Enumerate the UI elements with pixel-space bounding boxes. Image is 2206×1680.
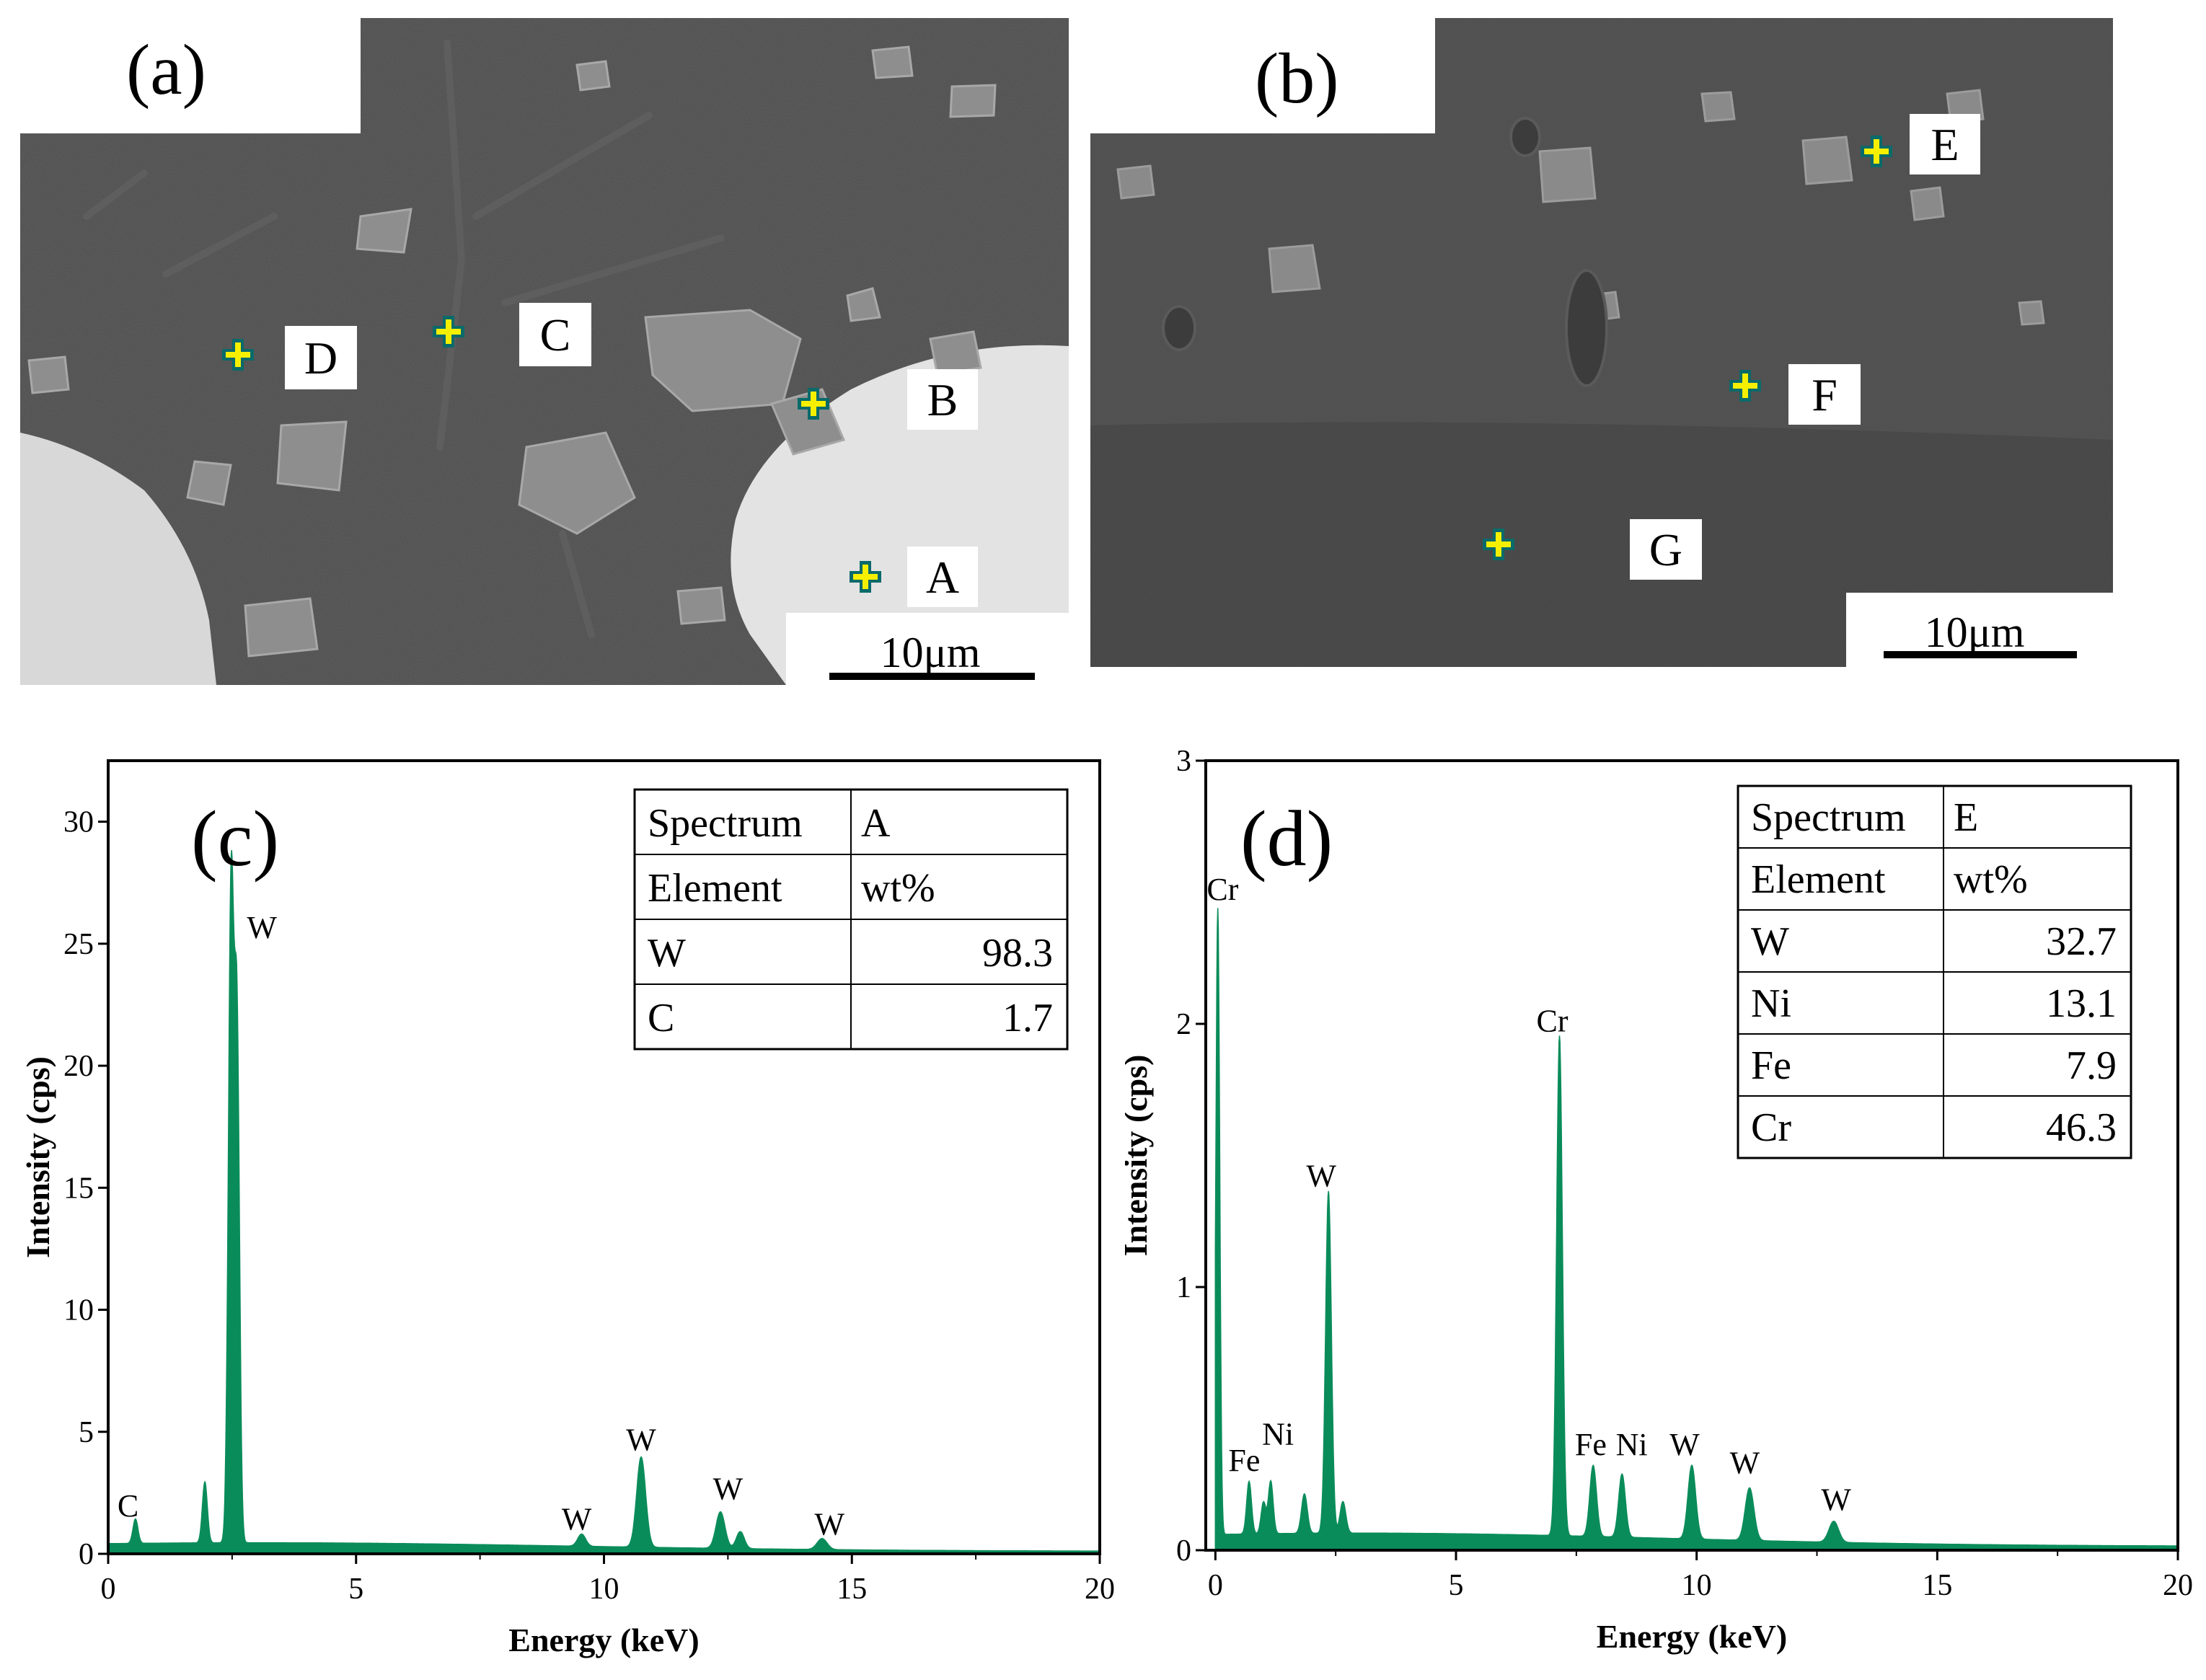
sem-panel-b: (b) 10μm E F G <box>1082 0 2113 667</box>
x-tick-label-d-3: 15 <box>1922 1569 1952 1602</box>
x-tick-label-d-4: 20 <box>2163 1569 2193 1602</box>
table-cell-c-1-1: wt% <box>861 866 935 911</box>
peak-label-c-2: W <box>562 1502 592 1537</box>
table-cell-d-4-0: Fe <box>1751 1043 1791 1088</box>
peak-label-d-3: W <box>1306 1159 1336 1194</box>
peak-label-c-3: W <box>626 1423 656 1458</box>
peak-label-d-2: Ni <box>1262 1416 1294 1451</box>
peak-label-d-8: W <box>1730 1445 1760 1480</box>
carbide-crystals-a <box>27 45 997 658</box>
oxide-inclusions-b <box>1162 117 1608 387</box>
peak-label-d-0: Cr <box>1206 872 1238 907</box>
point-label-F: F <box>1812 369 1837 420</box>
point-label-A: A <box>926 552 959 603</box>
y-axis-label-c: Intensity (cps) <box>19 1056 56 1258</box>
marker-F <box>1729 370 1761 402</box>
x-tick-label-d-1: 5 <box>1449 1569 1464 1602</box>
x-tick-label-c-1: 5 <box>348 1573 363 1606</box>
marker-D <box>222 339 254 371</box>
table-cell-d-3-1: 13.1 <box>2046 981 2117 1026</box>
point-label-G: G <box>1649 524 1682 575</box>
y-tick-label-d-0: 0 <box>1176 1534 1191 1568</box>
x-axis-label-c: Energy (keV) <box>508 1622 699 1658</box>
table-cell-d-5-1: 46.3 <box>2046 1105 2117 1150</box>
table-cell-d-3-0: Ni <box>1751 981 1791 1026</box>
table-cell-c-3-1: 1.7 <box>1002 996 1053 1040</box>
table-cell-d-0-0: Spectrum <box>1751 795 1906 840</box>
table-cell-c-0-0: Spectrum <box>648 801 803 846</box>
peak-label-c-1: W <box>247 910 277 945</box>
point-label-E: E <box>1931 119 1959 170</box>
point-label-B: B <box>927 374 958 425</box>
peak-label-d-1: Fe <box>1228 1443 1260 1478</box>
peak-label-d-6: Ni <box>1616 1427 1648 1462</box>
scale-bar-label-b: 10μm <box>1925 609 2025 656</box>
point-label-D: D <box>304 332 337 384</box>
marker-B <box>798 388 829 420</box>
y-tick-label-c-5: 25 <box>63 928 94 961</box>
sem-panel-a: (a) 10μm A B C D <box>0 0 1069 685</box>
point-label-C: C <box>540 309 571 361</box>
y-tick-label-d-1: 1 <box>1176 1271 1191 1304</box>
peak-label-d-5: Fe <box>1575 1427 1607 1462</box>
scale-bar-a <box>829 673 1035 680</box>
table-cell-c-3-0: C <box>648 996 674 1040</box>
marker-C <box>433 316 464 348</box>
peak-label-d-7: W <box>1669 1427 1700 1462</box>
y-tick-label-c-6: 30 <box>63 806 94 839</box>
x-tick-label-c-0: 0 <box>101 1573 116 1606</box>
dendrite-needles-a <box>83 40 725 638</box>
panel-label-d: (d) <box>1240 795 1333 883</box>
eds-spectrum-chart-c: 0 5 10 15 20 0 5 10 15 20 25 30 Energy (keV) Intensit… <box>19 759 1115 1658</box>
peak-label-c-4: W <box>713 1471 744 1506</box>
peak-label-d-4: Cr <box>1536 1003 1568 1038</box>
table-cell-d-5-0: Cr <box>1751 1105 1791 1150</box>
table-cell-c-2-1: 98.3 <box>982 931 1053 976</box>
y-axis-label-d: Intensity (cps) <box>1125 1055 1154 1257</box>
table-cell-c-2-0: W <box>648 931 686 976</box>
x-tick-label-c-2: 10 <box>589 1573 619 1606</box>
marker-A <box>850 561 881 593</box>
peak-label-c-5: W <box>815 1506 845 1542</box>
table-cell-d-2-1: 32.7 <box>2046 919 2117 964</box>
plot-frame-d <box>1204 759 2179 1552</box>
eds-spectrum-chart-d: 0 5 10 15 20 0 1 2 3 Energy (keV) Intensity (cps) (… <box>1125 745 2193 1655</box>
y-tick-label-c-0: 0 <box>79 1538 94 1571</box>
x-tick-label-d-0: 0 <box>1208 1569 1223 1602</box>
table-cell-d-2-0: W <box>1751 919 1789 964</box>
y-tick-label-c-3: 15 <box>63 1172 94 1205</box>
y-tick-label-c-1: 5 <box>79 1416 94 1449</box>
table-cell-d-1-1: wt% <box>1954 857 2028 902</box>
y-tick-label-c-2: 10 <box>63 1294 94 1327</box>
spectrum-area-c <box>107 850 1100 1555</box>
table-cell-d-0-1: E <box>1954 795 1978 840</box>
bright-w-region-left <box>20 433 216 685</box>
y-tick-label-d-2: 2 <box>1176 1008 1191 1041</box>
carbide-crystals-b <box>1116 89 2045 326</box>
y-tick-label-d-3: 3 <box>1176 745 1191 778</box>
y-tick-label-c-4: 20 <box>63 1050 94 1083</box>
x-tick-label-c-3: 15 <box>837 1573 867 1606</box>
peak-label-d-9: W <box>1821 1482 1851 1518</box>
marker-G <box>1483 529 1514 560</box>
marker-E <box>1861 136 1892 167</box>
peak-label-c-0: C <box>118 1488 138 1524</box>
spectrum-area-d <box>1214 908 2179 1551</box>
table-cell-d-4-1: 7.9 <box>2066 1043 2117 1088</box>
panel-label-b: (b) <box>1255 38 1339 118</box>
scale-bar-label-a: 10μm <box>881 629 981 676</box>
table-cell-c-1-0: Element <box>648 866 782 911</box>
table-cell-c-0-1: A <box>861 801 891 846</box>
scale-bar-b <box>1884 651 2077 658</box>
panel-label-a: (a) <box>126 30 206 110</box>
x-tick-label-c-4: 20 <box>1085 1573 1115 1606</box>
x-tick-label-d-2: 10 <box>1682 1569 1712 1602</box>
table-cell-d-1-0: Element <box>1751 857 1886 902</box>
panel-label-c: (c) <box>191 795 279 883</box>
x-axis-label-d: Energy (keV) <box>1597 1618 1787 1655</box>
